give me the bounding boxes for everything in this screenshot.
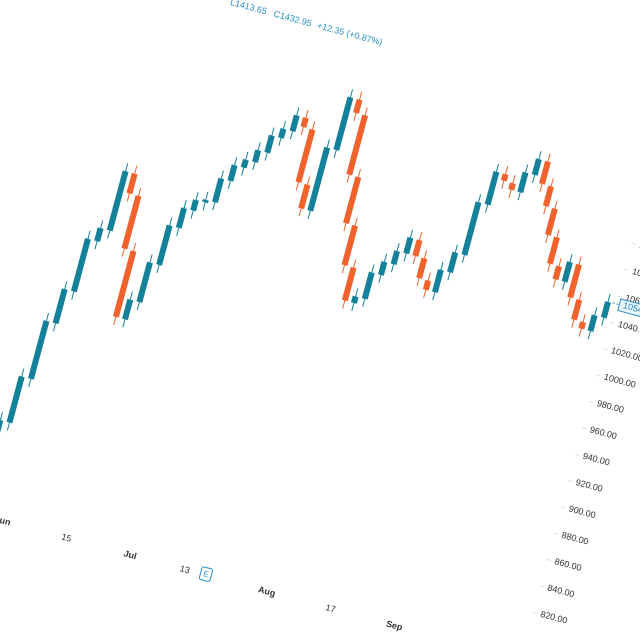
x-tick-label: 13 bbox=[179, 563, 191, 575]
y-tick bbox=[553, 532, 558, 535]
candle-body bbox=[6, 375, 25, 424]
candle-body bbox=[587, 314, 598, 332]
candle-body bbox=[461, 201, 482, 256]
candle-body bbox=[343, 176, 362, 225]
candle-body bbox=[600, 301, 611, 319]
x-tick-label: 15 bbox=[60, 532, 72, 544]
candle-body bbox=[156, 224, 173, 266]
y-tick bbox=[617, 295, 622, 298]
candle-body bbox=[547, 236, 560, 265]
candle-body bbox=[531, 158, 542, 176]
candle-body bbox=[484, 170, 500, 206]
candle-body bbox=[341, 266, 357, 302]
candle-body bbox=[175, 207, 187, 229]
candle-body bbox=[298, 183, 311, 210]
candle-body bbox=[412, 239, 423, 257]
y-tick bbox=[567, 479, 573, 482]
earnings-icon bbox=[198, 566, 214, 582]
candle-body bbox=[190, 199, 199, 212]
y-tick bbox=[624, 269, 629, 272]
candle-body bbox=[346, 114, 369, 176]
y-tick bbox=[560, 506, 565, 509]
candle-body bbox=[28, 320, 50, 380]
y-tick bbox=[532, 611, 537, 614]
x-tick-label: 17 bbox=[324, 602, 336, 614]
candle-body bbox=[295, 128, 316, 184]
candle-body bbox=[300, 117, 309, 128]
y-tick-label: 1080.00 bbox=[631, 266, 640, 284]
y-tick bbox=[582, 427, 587, 430]
candle-body bbox=[112, 250, 137, 318]
x-tick-label: Sep bbox=[385, 619, 404, 633]
candle-body bbox=[94, 227, 104, 243]
candle-body bbox=[500, 173, 509, 182]
candle-body bbox=[227, 164, 238, 182]
candle-body bbox=[136, 261, 153, 303]
last-price-line bbox=[612, 302, 620, 306]
candle-body bbox=[106, 170, 129, 232]
candle-body bbox=[431, 269, 444, 294]
earnings-label: E bbox=[202, 569, 209, 579]
x-tick-label: Jun bbox=[0, 514, 12, 528]
candle-body bbox=[353, 98, 363, 114]
candle-wick bbox=[0, 412, 3, 442]
candle-body bbox=[212, 177, 225, 204]
candle-body bbox=[542, 185, 555, 207]
candle-body bbox=[341, 224, 358, 266]
candle-body bbox=[121, 195, 142, 250]
candle-body bbox=[240, 158, 249, 169]
y-tick bbox=[546, 559, 551, 562]
candle-body bbox=[561, 261, 573, 283]
candle-body bbox=[0, 419, 4, 435]
candle-body bbox=[52, 288, 68, 325]
last-price-box bbox=[617, 298, 640, 322]
y-tick bbox=[596, 374, 601, 377]
candle-body bbox=[416, 257, 428, 279]
candle-body bbox=[378, 261, 388, 276]
x-tick-label: Aug bbox=[257, 584, 276, 598]
candle-body bbox=[390, 250, 400, 266]
candle-body bbox=[422, 279, 432, 291]
candle-body bbox=[552, 265, 562, 281]
y-tick bbox=[574, 453, 580, 456]
candle-body bbox=[202, 199, 209, 204]
candle-body bbox=[447, 251, 459, 274]
y-tick bbox=[631, 242, 636, 245]
candle-body bbox=[70, 238, 91, 293]
candle-body bbox=[571, 299, 583, 321]
candle-body bbox=[403, 236, 414, 255]
candle-body bbox=[517, 171, 529, 194]
candle-body bbox=[289, 114, 300, 133]
candle-body bbox=[252, 149, 262, 163]
candle-body bbox=[567, 263, 582, 299]
candle-body bbox=[307, 146, 331, 212]
candle-body bbox=[264, 134, 275, 154]
y-tick bbox=[610, 321, 615, 324]
candle-body bbox=[361, 271, 375, 300]
candle-body bbox=[544, 207, 558, 236]
y-tick-label: 1100.00 bbox=[638, 240, 640, 258]
candle-body bbox=[350, 295, 359, 304]
candle-body bbox=[508, 182, 516, 191]
candle-body bbox=[126, 172, 138, 195]
candle-body bbox=[578, 321, 586, 330]
y-tick bbox=[589, 400, 594, 403]
candle-body bbox=[122, 298, 134, 321]
x-tick-label: Jul bbox=[123, 548, 138, 561]
candle-body bbox=[333, 96, 354, 151]
y-tick bbox=[603, 348, 608, 351]
candle-body bbox=[539, 160, 551, 185]
y-tick bbox=[539, 585, 544, 588]
candle-body bbox=[278, 128, 287, 139]
